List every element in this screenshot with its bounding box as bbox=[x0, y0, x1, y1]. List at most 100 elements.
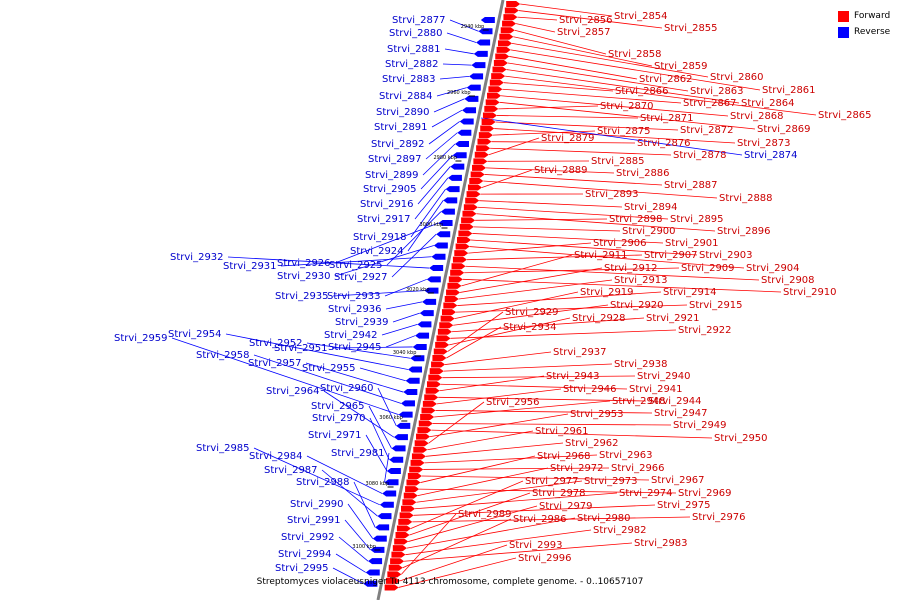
forward-gene-label[interactable]: Strvi_2934 bbox=[503, 322, 557, 333]
reverse-gene-label[interactable]: Strvi_2874 bbox=[744, 150, 798, 161]
reverse-gene-label[interactable]: Strvi_2933 bbox=[327, 291, 381, 302]
reverse-gene-label[interactable]: Strvi_2992 bbox=[281, 532, 335, 543]
reverse-gene-label[interactable]: Strvi_2981 bbox=[331, 448, 385, 459]
reverse-gene-label[interactable]: Strvi_2935 bbox=[275, 291, 329, 302]
reverse-gene-label[interactable]: Strvi_2964 bbox=[266, 386, 320, 397]
forward-gene-label[interactable]: Strvi_2854 bbox=[614, 11, 668, 22]
forward-gene-label[interactable]: Strvi_2872 bbox=[680, 125, 734, 136]
forward-gene-label[interactable]: Strvi_2928 bbox=[572, 313, 626, 324]
reverse-gene-label[interactable]: Strvi_2926 bbox=[277, 258, 331, 269]
forward-gene-label[interactable]: Strvi_2947 bbox=[654, 408, 708, 419]
forward-gene-label[interactable]: Strvi_2989 bbox=[458, 509, 512, 520]
forward-gene-label[interactable]: Strvi_2869 bbox=[757, 124, 811, 135]
forward-gene-label[interactable]: Strvi_2863 bbox=[690, 86, 744, 97]
forward-gene-label[interactable]: Strvi_2898 bbox=[609, 214, 663, 225]
reverse-gene-label[interactable]: Strvi_2939 bbox=[335, 317, 389, 328]
forward-gene-label[interactable]: Strvi_2900 bbox=[622, 226, 676, 237]
reverse-gene-label[interactable]: Strvi_2960 bbox=[320, 383, 374, 394]
reverse-gene-label[interactable]: Strvi_2965 bbox=[311, 401, 365, 412]
reverse-gene-label[interactable]: Strvi_2991 bbox=[287, 515, 341, 526]
forward-gene-label[interactable]: Strvi_2904 bbox=[746, 263, 800, 274]
forward-gene-label[interactable]: Strvi_2864 bbox=[741, 98, 795, 109]
reverse-gene-label[interactable]: Strvi_2916 bbox=[360, 199, 414, 210]
forward-gene-label[interactable]: Strvi_2980 bbox=[577, 513, 631, 524]
forward-gene-label[interactable]: Strvi_2975 bbox=[657, 500, 711, 511]
forward-gene-label[interactable]: Strvi_2894 bbox=[624, 202, 678, 213]
reverse-gene-label[interactable]: Strvi_2955 bbox=[302, 363, 356, 374]
forward-gene-label[interactable]: Strvi_2861 bbox=[762, 85, 816, 96]
forward-gene-label[interactable]: Strvi_2919 bbox=[580, 287, 634, 298]
forward-gene-label[interactable]: Strvi_2972 bbox=[550, 463, 604, 474]
reverse-gene-label[interactable]: Strvi_2927 bbox=[334, 272, 388, 283]
forward-gene-label[interactable]: Strvi_2868 bbox=[730, 111, 784, 122]
forward-gene-label[interactable]: Strvi_2906 bbox=[593, 238, 647, 249]
forward-gene-label[interactable]: Strvi_2966 bbox=[611, 463, 665, 474]
reverse-gene-label[interactable]: Strvi_2877 bbox=[392, 15, 446, 26]
forward-gene-label[interactable]: Strvi_2948 bbox=[612, 396, 666, 407]
reverse-gene-label[interactable]: Strvi_2984 bbox=[249, 451, 303, 462]
forward-gene-label[interactable]: Strvi_2946 bbox=[563, 384, 617, 395]
forward-gene-label[interactable]: Strvi_2920 bbox=[610, 300, 664, 311]
reverse-gene-label[interactable]: Strvi_2880 bbox=[389, 28, 443, 39]
forward-gene-label[interactable]: Strvi_2870 bbox=[600, 101, 654, 112]
reverse-gene-label[interactable]: Strvi_2945 bbox=[328, 342, 382, 353]
forward-gene-label[interactable]: Strvi_2986 bbox=[513, 514, 567, 525]
reverse-gene-label[interactable]: Strvi_2891 bbox=[374, 122, 428, 133]
forward-gene-label[interactable]: Strvi_2961 bbox=[535, 426, 589, 437]
forward-gene-label[interactable]: Strvi_2865 bbox=[818, 110, 872, 121]
forward-gene-label[interactable]: Strvi_2921 bbox=[646, 313, 700, 324]
reverse-gene-label[interactable]: Strvi_2987 bbox=[264, 465, 318, 476]
forward-gene-label[interactable]: Strvi_2867 bbox=[683, 98, 737, 109]
forward-gene-label[interactable]: Strvi_2979 bbox=[539, 501, 593, 512]
forward-gene-label[interactable]: Strvi_2888 bbox=[719, 193, 773, 204]
forward-gene-label[interactable]: Strvi_2915 bbox=[689, 300, 743, 311]
reverse-gene-label[interactable]: Strvi_2952 bbox=[249, 338, 303, 349]
forward-gene-label[interactable]: Strvi_2885 bbox=[591, 156, 645, 167]
forward-gene-label[interactable]: Strvi_2871 bbox=[640, 113, 694, 124]
reverse-gene-label[interactable]: Strvi_2890 bbox=[376, 107, 430, 118]
reverse-gene-label[interactable]: Strvi_2988 bbox=[296, 477, 350, 488]
reverse-gene-label[interactable]: Strvi_2985 bbox=[196, 443, 250, 454]
reverse-gene-label[interactable]: Strvi_2954 bbox=[168, 329, 222, 340]
reverse-gene-label[interactable]: Strvi_2971 bbox=[308, 430, 362, 441]
forward-gene-label[interactable]: Strvi_2886 bbox=[616, 168, 670, 179]
reverse-gene-label[interactable]: Strvi_2957 bbox=[248, 358, 302, 369]
forward-gene-label[interactable]: Strvi_2938 bbox=[614, 359, 668, 370]
forward-gene-label[interactable]: Strvi_2893 bbox=[585, 189, 639, 200]
forward-gene-label[interactable]: Strvi_2978 bbox=[532, 488, 586, 499]
forward-gene-label[interactable]: Strvi_2859 bbox=[654, 61, 708, 72]
forward-gene-label[interactable]: Strvi_2857 bbox=[557, 27, 611, 38]
forward-gene-label[interactable]: Strvi_2908 bbox=[761, 275, 815, 286]
forward-gene-label[interactable]: Strvi_2911 bbox=[574, 250, 628, 261]
forward-gene-label[interactable]: Strvi_2953 bbox=[570, 409, 624, 420]
forward-gene-label[interactable]: Strvi_2889 bbox=[534, 165, 588, 176]
forward-gene-label[interactable]: Strvi_2856 bbox=[559, 15, 613, 26]
forward-gene-label[interactable]: Strvi_2968 bbox=[537, 451, 591, 462]
forward-gene-label[interactable]: Strvi_2983 bbox=[634, 538, 688, 549]
reverse-gene-label[interactable]: Strvi_2930 bbox=[277, 271, 331, 282]
forward-gene-label[interactable]: Strvi_2903 bbox=[699, 250, 753, 261]
forward-gene-label[interactable]: Strvi_2913 bbox=[614, 275, 668, 286]
reverse-gene-label[interactable]: Strvi_2994 bbox=[278, 549, 332, 560]
forward-gene-label[interactable]: Strvi_2901 bbox=[665, 238, 719, 249]
forward-gene-label[interactable]: Strvi_2858 bbox=[608, 49, 662, 60]
reverse-gene-label[interactable]: Strvi_2905 bbox=[363, 184, 417, 195]
forward-gene-label[interactable]: Strvi_2940 bbox=[637, 371, 691, 382]
reverse-gene-label[interactable]: Strvi_2936 bbox=[328, 304, 382, 315]
forward-gene-label[interactable]: Strvi_2878 bbox=[673, 150, 727, 161]
forward-gene-label[interactable]: Strvi_2941 bbox=[629, 384, 683, 395]
forward-gene-label[interactable]: Strvi_2944 bbox=[648, 396, 702, 407]
forward-gene-label[interactable]: Strvi_2895 bbox=[670, 214, 724, 225]
forward-gene-label[interactable]: Strvi_2929 bbox=[505, 307, 559, 318]
forward-gene-label[interactable]: Strvi_2910 bbox=[783, 287, 837, 298]
reverse-gene-label[interactable]: Strvi_2970 bbox=[312, 413, 366, 424]
forward-gene-label[interactable]: Strvi_2909 bbox=[681, 263, 735, 274]
forward-gene-label[interactable]: Strvi_2976 bbox=[692, 512, 746, 523]
forward-gene-label[interactable]: Strvi_2896 bbox=[717, 226, 771, 237]
forward-gene-label[interactable]: Strvi_2996 bbox=[518, 553, 572, 564]
forward-gene-label[interactable]: Strvi_2879 bbox=[541, 133, 595, 144]
forward-gene-label[interactable]: Strvi_2962 bbox=[565, 438, 619, 449]
forward-gene-label[interactable]: Strvi_2860 bbox=[710, 72, 764, 83]
forward-gene-label[interactable]: Strvi_2876 bbox=[637, 138, 691, 149]
